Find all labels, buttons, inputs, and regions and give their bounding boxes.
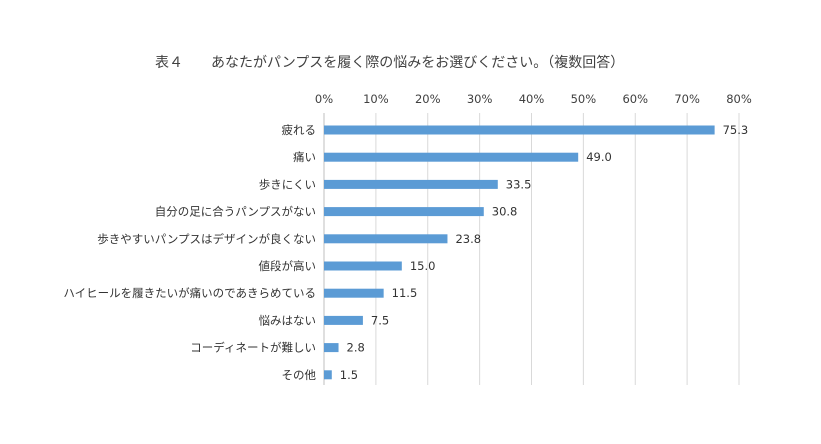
x-axis-ticks: 0% 10% 20% 30% 40% 50% 60% 70% 80% (315, 92, 752, 106)
bar (324, 179, 498, 189)
x-tick-label: 80% (726, 92, 752, 106)
x-tick-label: 20% (415, 92, 441, 106)
x-tick-label: 0% (315, 92, 333, 106)
value-label: 23.8 (455, 232, 481, 246)
category-label: コーディネートが難しい (190, 341, 316, 355)
category-label: ハイヒールを履きたいが痛いのであきらめている (63, 286, 316, 300)
x-tick-label: 40% (519, 92, 545, 106)
value-labels: 75.3 49.0 33.5 30.8 23.8 15.0 11.57.5 2.8 1.5 (340, 123, 748, 382)
category-label: 疲れる (282, 123, 317, 137)
x-tick-label: 60% (622, 92, 648, 106)
bar (324, 370, 332, 380)
value-label: 33.5 (506, 177, 532, 191)
bar (324, 315, 363, 325)
bar (324, 207, 484, 217)
value-label: 49.0 (586, 150, 612, 164)
x-tick-label: 50% (571, 92, 597, 106)
category-label: 歩きにくい (259, 177, 316, 191)
category-label: 痛い (293, 150, 316, 164)
value-label: 15.0 (410, 259, 436, 273)
x-tick-label: 70% (674, 92, 700, 106)
category-label: 悩みはない (259, 313, 317, 327)
value-label: 30.8 (492, 205, 518, 219)
bar (324, 343, 339, 353)
category-label: 歩きやすいパンプスはデザインが良くない (97, 232, 316, 246)
value-label: 75.3 (723, 123, 749, 137)
category-labels: 疲れる痛い歩きにくい自分の足に合うパンプスがない歩きやすいパンプスはデザインが良… (63, 123, 316, 382)
chart-title: 表４ あなたがパンプスを履く際の悩みをお選びください。（複数回答） (155, 54, 624, 71)
bar (324, 261, 402, 271)
bar (324, 125, 715, 135)
bars (324, 125, 715, 380)
bar (324, 288, 384, 298)
value-label: 11.5 (392, 286, 418, 300)
x-tick-label: 30% (467, 92, 493, 106)
bar (324, 152, 579, 162)
category-label: その他 (282, 368, 317, 382)
value-label: 7.5 (371, 313, 389, 327)
value-label: 2.8 (347, 341, 365, 355)
value-label: 1.5 (340, 368, 358, 382)
category-label: 値段が高い (259, 259, 317, 273)
bar (324, 234, 448, 244)
category-label: 自分の足に合うパンプスがない (155, 205, 316, 219)
x-tick-label: 10% (363, 92, 389, 106)
